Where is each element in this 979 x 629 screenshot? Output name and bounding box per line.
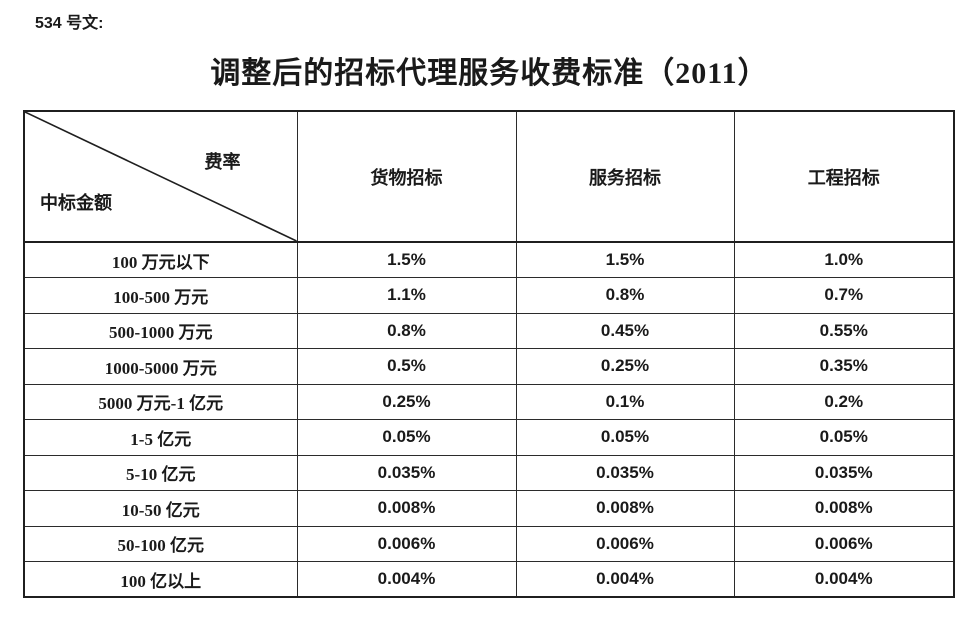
fee-cell: 1.5% (515, 241, 735, 278)
table-row: 100-500 万元 1.1% 0.8% 0.7% (23, 277, 955, 314)
fee-cell: 0.8% (296, 312, 517, 349)
table-row: 1-5 亿元 0.05% 0.05% 0.05% (23, 419, 955, 456)
fee-cell: 0.55% (733, 312, 955, 349)
fee-cell: 1.5% (296, 241, 517, 278)
table-row: 100 亿以上 0.004% 0.004% 0.004% (23, 561, 955, 598)
row-label: 100-500 万元 (23, 277, 298, 314)
table-row: 5-10 亿元 0.035% 0.035% 0.035% (23, 454, 955, 491)
fee-cell: 0.006% (733, 525, 955, 562)
fee-cell: 0.25% (515, 348, 735, 385)
fee-cell: 0.8% (515, 277, 735, 314)
fee-cell: 0.008% (733, 490, 955, 527)
fee-cell: 1.1% (296, 277, 517, 314)
fee-cell: 0.45% (515, 312, 735, 349)
row-label: 5000 万元-1 亿元 (23, 383, 298, 420)
fee-cell: 0.7% (733, 277, 955, 314)
fee-cell: 0.2% (733, 383, 955, 420)
fee-cell: 0.008% (515, 490, 735, 527)
row-label: 5-10 亿元 (23, 454, 298, 491)
row-label: 500-1000 万元 (23, 312, 298, 349)
column-header-services: 服务招标 (515, 110, 735, 243)
row-label: 1000-5000 万元 (23, 348, 298, 385)
fee-cell: 0.35% (733, 348, 955, 385)
fee-cell: 0.006% (296, 525, 517, 562)
table-row: 500-1000 万元 0.8% 0.45% 0.55% (23, 312, 955, 349)
row-label: 100 万元以下 (23, 241, 298, 278)
corner-label-rate: 费率 (204, 152, 241, 172)
corner-header-cell: 费率 中标金额 (23, 110, 298, 243)
table-row: 5000 万元-1 亿元 0.25% 0.1% 0.2% (23, 383, 955, 420)
fee-cell: 0.035% (515, 454, 735, 491)
fee-cell: 0.05% (733, 419, 955, 456)
fee-cell: 0.035% (733, 454, 955, 491)
table-row: 1000-5000 万元 0.5% 0.25% 0.35% (23, 348, 955, 385)
fee-cell: 1.0% (733, 241, 955, 278)
fee-cell: 0.25% (296, 383, 517, 420)
fee-cell: 0.004% (733, 561, 955, 598)
row-label: 50-100 亿元 (23, 525, 298, 562)
column-header-goods: 货物招标 (296, 110, 517, 243)
table-row: 10-50 亿元 0.008% 0.008% 0.008% (23, 490, 955, 527)
doc-number-label: 534 号文: (35, 15, 104, 32)
fee-cell: 0.1% (515, 383, 735, 420)
fee-cell: 0.05% (515, 419, 735, 456)
fee-cell: 0.008% (296, 490, 517, 527)
header-row: 费率 中标金额 货物招标 服务招标 工程招标 (23, 110, 955, 243)
column-header-engineering: 工程招标 (733, 110, 955, 243)
page-title: 调整后的招标代理服务收费标准（2011） (210, 57, 769, 90)
fee-table-body: 100 万元以下 1.5% 1.5% 1.0% 100-500 万元 1.1% … (23, 241, 955, 598)
fee-cell: 0.035% (296, 454, 517, 491)
fee-cell: 0.004% (515, 561, 735, 598)
table-row: 100 万元以下 1.5% 1.5% 1.0% (23, 241, 955, 278)
fee-rate-table: 费率 中标金额 货物招标 服务招标 工程招标 100 万元以下 1.5% 1.5… (23, 110, 955, 598)
fee-cell: 0.05% (296, 419, 517, 456)
fee-cell: 0.5% (296, 348, 517, 385)
table-row: 50-100 亿元 0.006% 0.006% 0.006% (23, 525, 955, 562)
row-label: 100 亿以上 (23, 561, 298, 598)
row-label: 1-5 亿元 (23, 419, 298, 456)
row-label: 10-50 亿元 (23, 490, 298, 527)
fee-cell: 0.004% (296, 561, 517, 598)
corner-label-amount: 中标金额 (40, 193, 112, 213)
fee-cell: 0.006% (515, 525, 735, 562)
fee-table-header: 费率 中标金额 货物招标 服务招标 工程招标 (23, 110, 955, 243)
diagonal-divider-line (25, 112, 297, 241)
